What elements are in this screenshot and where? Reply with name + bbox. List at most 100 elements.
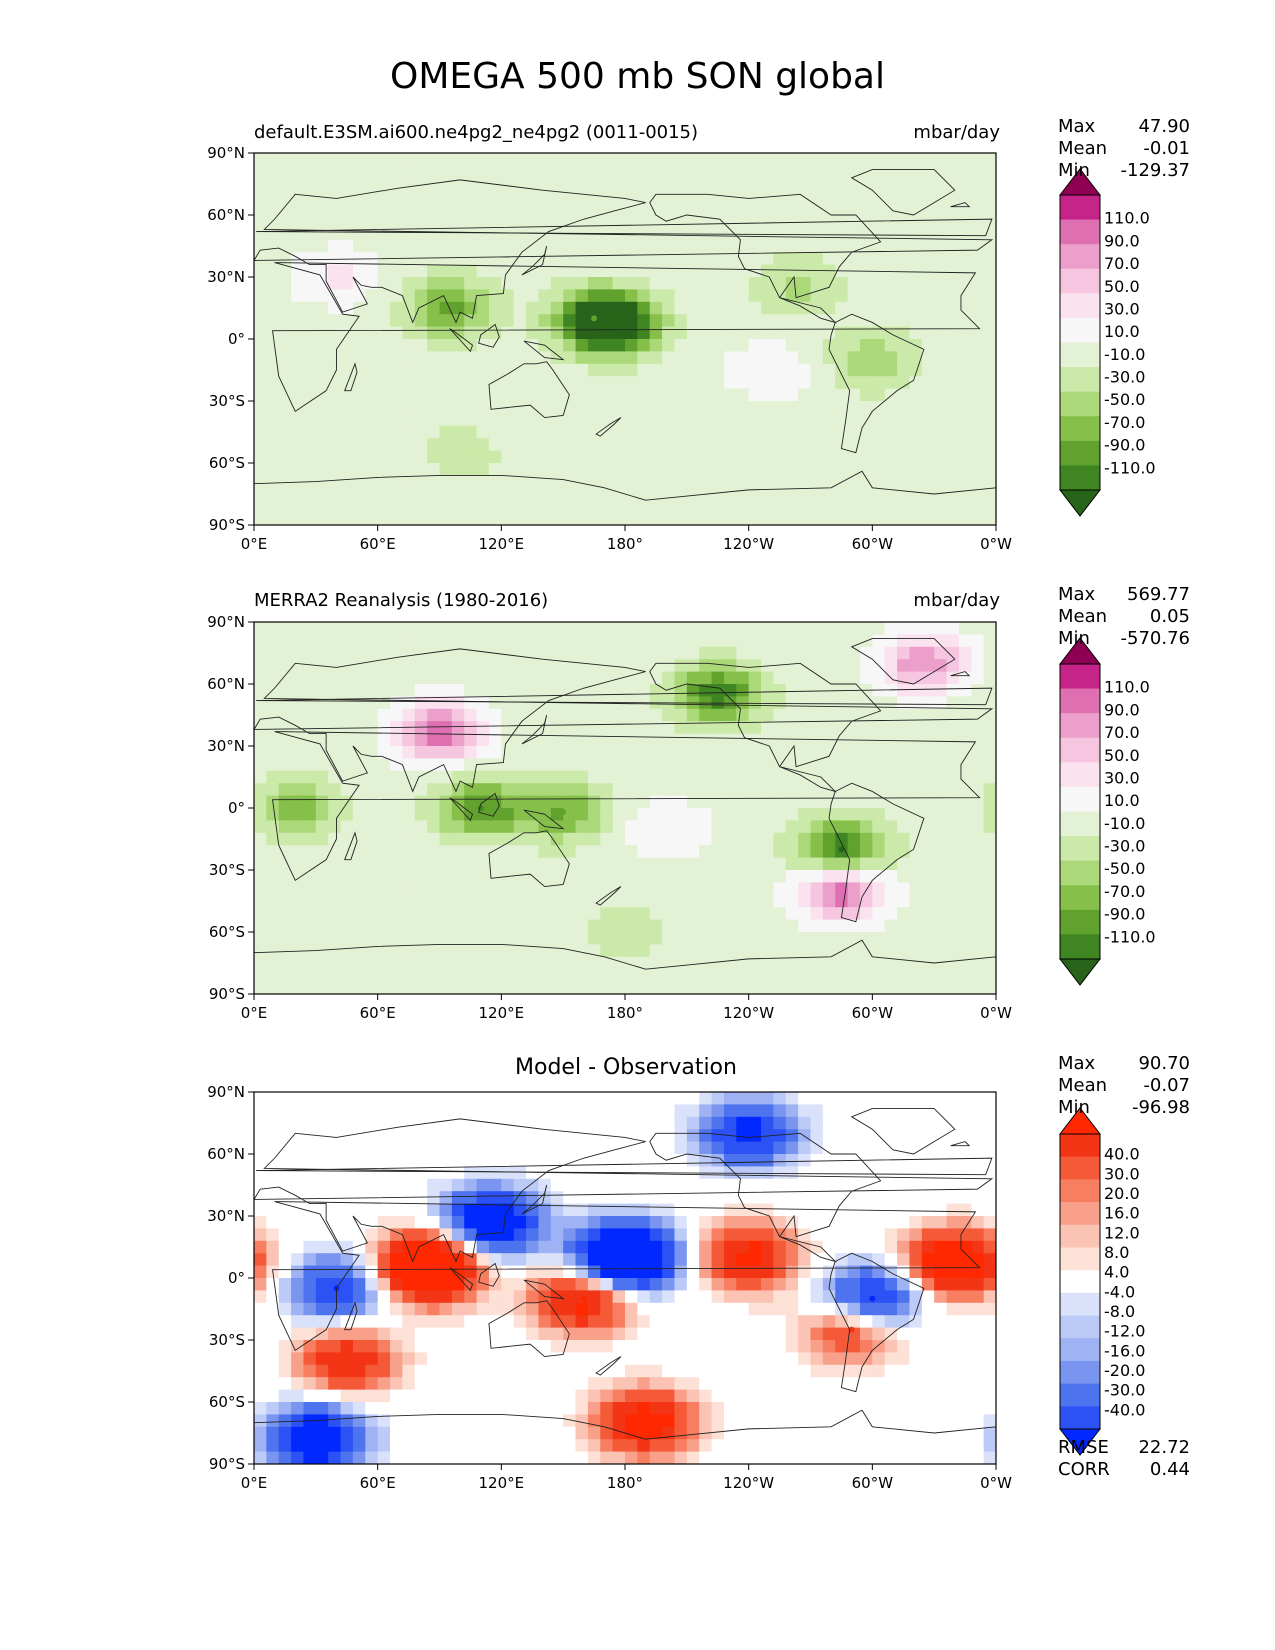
contour-cell — [946, 770, 960, 784]
contour-cell — [402, 857, 416, 871]
contour-cell — [575, 634, 589, 648]
contour-cell — [798, 870, 812, 883]
y-tick-label: 90°N — [207, 144, 245, 162]
contour-cell — [921, 500, 935, 514]
contour-cell — [328, 622, 342, 635]
contour-cell — [625, 808, 638, 821]
contour-cell — [946, 894, 960, 908]
contour-cell — [674, 376, 688, 390]
contour-cell — [649, 401, 663, 414]
contour-cell — [402, 944, 416, 958]
contour-cell — [723, 1290, 737, 1304]
contour-cell — [476, 252, 490, 266]
contour-cell — [822, 289, 836, 303]
contour-cell — [674, 512, 688, 525]
contour-cell — [897, 882, 911, 896]
contour-cell — [699, 770, 713, 784]
contour-cell — [723, 1377, 737, 1391]
contour-cell — [550, 388, 564, 402]
contour-cell — [847, 820, 861, 834]
contour-cell — [513, 1389, 527, 1403]
contour-cell — [266, 438, 280, 452]
contour-cell — [550, 1439, 564, 1453]
contour-cell — [526, 646, 540, 660]
contour-cell — [476, 1402, 490, 1415]
contour-cell — [773, 646, 787, 660]
contour-cell — [872, 202, 886, 216]
contour-cell — [303, 1203, 317, 1217]
contour-cell — [897, 475, 911, 489]
contour-cell — [711, 783, 725, 797]
contour-cell — [427, 919, 441, 933]
contour-cell — [464, 1203, 478, 1217]
contour-cell — [513, 1228, 527, 1242]
contour-cell — [699, 907, 713, 921]
contour-cell — [365, 1278, 379, 1291]
contour-cell — [550, 622, 564, 635]
contour-cell — [390, 1377, 403, 1391]
contour-cell — [934, 153, 948, 166]
contour-cell — [402, 376, 416, 390]
contour-cell — [254, 1240, 267, 1254]
contour-cell — [451, 512, 465, 525]
contour-cell — [266, 746, 280, 759]
contour-cell — [587, 450, 601, 464]
contour-cell — [563, 425, 577, 439]
contour-cell — [822, 721, 836, 735]
contour-cell — [303, 252, 317, 266]
contour-cell — [686, 1104, 700, 1118]
contour-cell — [501, 1327, 515, 1341]
contour-cell — [328, 388, 342, 402]
contour-cell — [377, 1166, 391, 1180]
contour-cell — [464, 795, 478, 809]
contour-cell — [476, 363, 490, 377]
contour-cell — [859, 401, 873, 414]
contour-cell — [365, 845, 379, 859]
contour-cell — [625, 845, 638, 859]
contour-cell — [612, 1228, 626, 1242]
contour-cell — [377, 1154, 391, 1167]
contour-cell — [352, 646, 366, 660]
contour-cell — [711, 438, 725, 452]
contour-cell — [427, 388, 441, 402]
contour-cell — [427, 944, 441, 958]
colorbar-segment — [1060, 664, 1100, 690]
contour-cell — [488, 413, 502, 427]
contour-cell — [291, 1240, 305, 1254]
contour-cell — [934, 684, 948, 697]
contour-cell — [971, 956, 985, 970]
contour-cell — [278, 301, 292, 315]
contour-cell — [934, 239, 948, 253]
contour-cell — [414, 165, 428, 179]
contour-cell — [328, 425, 342, 439]
contour-cell — [637, 339, 651, 352]
contour-cell — [649, 463, 663, 476]
contour-cell — [587, 1104, 601, 1118]
contour-cell — [575, 1426, 589, 1440]
contour-cell — [711, 808, 725, 821]
contour-cell — [872, 401, 886, 414]
contour-cell — [686, 177, 700, 191]
contour-cell — [563, 969, 577, 983]
contour-cell — [971, 500, 985, 514]
contour-cell — [328, 1389, 342, 1403]
contour-cell — [526, 1104, 540, 1118]
contour-cell — [612, 202, 626, 216]
contour-cell — [810, 758, 824, 772]
contour-cell — [377, 1426, 391, 1440]
contour-cell — [686, 264, 700, 278]
contour-cell — [686, 190, 700, 204]
contour-cell — [513, 956, 527, 970]
contour-cell — [674, 413, 688, 427]
contour-cell — [513, 388, 527, 402]
contour-cell — [538, 969, 552, 983]
contour-cell — [711, 832, 725, 846]
contour-cell — [377, 770, 391, 784]
contour-cell — [464, 969, 478, 983]
contour-cell — [328, 1364, 342, 1378]
contour-cell — [785, 363, 799, 377]
contour-cell — [649, 1290, 663, 1304]
contour-cell — [439, 190, 453, 204]
contour-cell — [352, 1414, 366, 1428]
